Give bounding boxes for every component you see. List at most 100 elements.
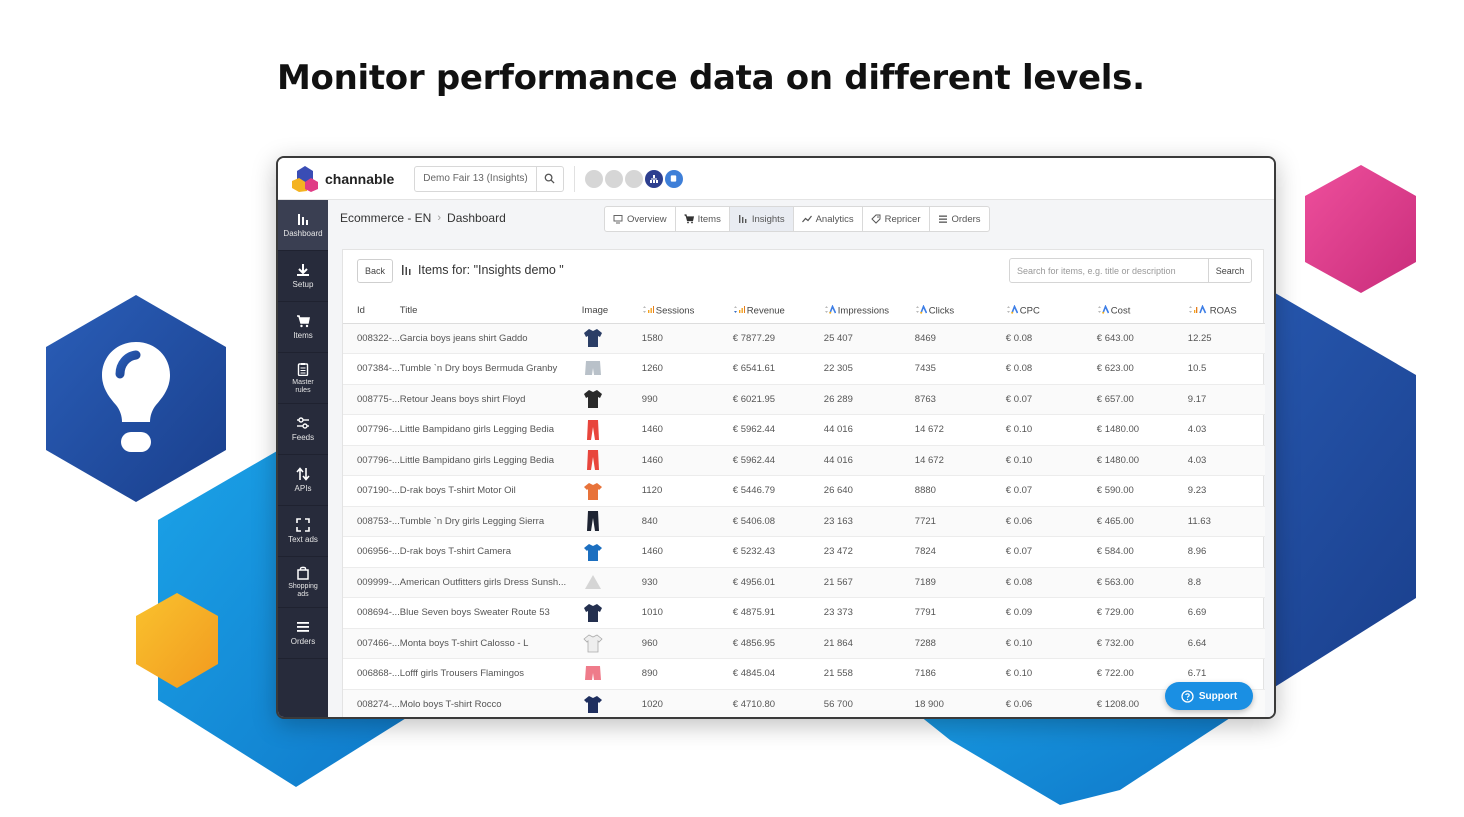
cell-image [581, 323, 642, 354]
cell-title[interactable]: Retour Jeans boys shirt Floyd [399, 384, 582, 415]
table-row[interactable]: 007190-... D-rak boys T-shirt Motor Oil 11… [343, 475, 1265, 507]
sidebar-item-orders[interactable]: Orders [278, 608, 328, 659]
breadcrumb-project[interactable]: Ecommerce - EN [340, 211, 432, 225]
cell-id[interactable]: 007796-... [343, 414, 400, 446]
sidebar-item-apis[interactable]: APIs [278, 455, 328, 506]
cell-id[interactable]: 008322-... [343, 323, 400, 354]
org-icon[interactable] [644, 169, 663, 188]
tshirt-thumbnail [583, 696, 602, 714]
cell-id[interactable]: 007384-... [343, 353, 400, 385]
cell-id[interactable]: 008694-... [343, 597, 400, 629]
cell-title[interactable]: Little Bampidano girls Legging Bedia [399, 445, 582, 476]
tab-repricer[interactable]: Repricer [863, 207, 930, 231]
cell-id[interactable]: 009999-... [343, 567, 400, 598]
breadcrumb-page: Dashboard [447, 211, 506, 225]
column-header-revenue[interactable]: Revenue [732, 299, 824, 324]
table-row[interactable]: 008694-... Blue Seven boys Sweater Route … [343, 597, 1265, 629]
cell-title[interactable]: Lofff girls Trousers Flamingos [399, 658, 582, 690]
cell-image [581, 353, 642, 385]
table-row[interactable]: 007796-... Little Bampidano girls Legging… [343, 445, 1265, 476]
column-header-title[interactable]: Title [399, 299, 582, 324]
sidebar-item-label: Items [293, 331, 313, 340]
cell-cpc: € 0.07 [1005, 384, 1097, 415]
tshirt-thumbnail [583, 482, 602, 500]
avatar[interactable] [604, 169, 623, 188]
shorts-thumbnail [584, 360, 601, 375]
table-row[interactable]: 007384-... Tumble `n Dry boys Bermuda Gra… [343, 353, 1265, 385]
column-header-cpc[interactable]: CPC [1005, 299, 1097, 324]
cell-title[interactable]: D-rak boys T-shirt Motor Oil [399, 475, 582, 507]
avatar[interactable] [624, 169, 643, 188]
table-row[interactable]: 007796-... Little Bampidano girls Legging… [343, 414, 1265, 446]
item-search-input[interactable]: Search for items, e.g. title or descript… [1009, 258, 1209, 283]
column-header-impressions[interactable]: Impressions [823, 299, 915, 324]
table-row[interactable]: 006956-... D-rak boys T-shirt Camera 1460 €… [343, 536, 1265, 568]
sidebar-item-setup[interactable]: Setup [278, 251, 328, 302]
cell-cost: € 729.00 [1096, 597, 1188, 629]
cell-image [581, 445, 642, 476]
column-header-id[interactable]: Id [343, 299, 400, 324]
cell-title[interactable]: Molo boys T-shirt Rocco [399, 689, 582, 717]
cell-roas: 8.8 [1187, 567, 1265, 598]
table-row[interactable]: 009999-... American Outfitters girls Dres… [343, 567, 1265, 598]
sidebar-item-items[interactable]: Items [278, 302, 328, 353]
book-icon[interactable] [664, 169, 683, 188]
cell-id[interactable]: 007190-... [343, 475, 400, 507]
cell-revenue: € 5446.79 [732, 475, 824, 507]
cell-title[interactable]: Little Bampidano girls Legging Bedia [399, 414, 582, 446]
table-row[interactable]: 008775-... Retour Jeans boys shirt Floyd 9… [343, 384, 1265, 415]
cell-impressions: 23 163 [823, 506, 915, 537]
table-row[interactable]: 006868-... Lofff girls Trousers Flamingos… [343, 658, 1265, 690]
sidebar-item-feeds[interactable]: Feeds [278, 404, 328, 455]
column-header-sessions[interactable]: Sessions [641, 299, 733, 324]
cell-impressions: 44 016 [823, 414, 915, 446]
avatar[interactable] [584, 169, 603, 188]
cell-id[interactable]: 006956-... [343, 536, 400, 568]
cell-revenue: € 6021.95 [732, 384, 824, 415]
back-button[interactable]: Back [357, 259, 393, 283]
column-header-clicks[interactable]: Clicks [914, 299, 1006, 324]
channable-logo[interactable]: channable [291, 165, 394, 193]
tab-overview[interactable]: Overview [605, 207, 676, 231]
cell-clicks: 7435 [914, 353, 1006, 385]
table-row[interactable]: 007466-... Monta boys T-shirt Calosso - L… [343, 628, 1265, 659]
cell-title[interactable]: D-rak boys T-shirt Camera [399, 536, 582, 568]
cell-title[interactable]: Garcia boys jeans shirt Gaddo [399, 323, 582, 354]
table-row[interactable]: 008753-... Tumble `n Dry girls Legging Si… [343, 506, 1265, 537]
tshirt-thumbnail [583, 634, 603, 653]
search-icon[interactable] [537, 167, 563, 191]
cell-cost: € 732.00 [1096, 628, 1188, 659]
cell-title[interactable]: American Outfitters girls Dress Sunsh... [399, 567, 582, 598]
cell-id[interactable]: 008775-... [343, 384, 400, 415]
sidebar-item-dashboard[interactable]: Dashboard [278, 200, 328, 251]
table-row[interactable]: 008274-... Molo boys T-shirt Rocco 1020 € 4… [343, 689, 1265, 717]
cell-id[interactable]: 007466-... [343, 628, 400, 659]
support-button[interactable]: Support [1165, 682, 1253, 710]
tab-analytics[interactable]: Analytics [794, 207, 863, 231]
search-button[interactable]: Search [1208, 258, 1252, 283]
list-icon [297, 622, 309, 632]
cell-id[interactable]: 008274-... [343, 689, 400, 717]
column-header-cost[interactable]: Cost [1096, 299, 1188, 324]
sidebar-item-text-ads[interactable]: Text ads [278, 506, 328, 557]
cell-id[interactable]: 008753-... [343, 506, 400, 537]
cell-image [581, 567, 642, 598]
project-name[interactable]: Demo Fair 13 (Insights) [415, 166, 537, 191]
cell-title[interactable]: Monta boys T-shirt Calosso - L [399, 628, 582, 659]
cell-id[interactable]: 007796-... [343, 445, 400, 476]
tab-insights[interactable]: Insights [729, 207, 794, 231]
tab-items[interactable]: Items [676, 207, 730, 231]
table-row[interactable]: 008322-... Garcia boys jeans shirt Gaddo 1… [343, 323, 1265, 354]
cell-title[interactable]: Tumble `n Dry girls Legging Sierra [399, 506, 582, 537]
tab-orders[interactable]: Orders [930, 207, 989, 231]
card-title: Items for: "Insights demo " [401, 263, 564, 277]
project-selector[interactable]: Demo Fair 13 (Insights) [414, 165, 564, 192]
column-header-roas[interactable]: ROAS [1187, 299, 1265, 324]
cell-title[interactable]: Tumble `n Dry boys Bermuda Granby [399, 353, 582, 385]
sidebar-item-master-rules[interactable]: Master rules [278, 353, 328, 404]
cell-title[interactable]: Blue Seven boys Sweater Route 53 [399, 597, 582, 629]
cell-revenue: € 5962.44 [732, 414, 824, 446]
sidebar-item-label: Shopping ads [288, 582, 318, 598]
cell-id[interactable]: 006868-... [343, 658, 400, 690]
sidebar-item-shopping-ads[interactable]: Shopping ads [278, 557, 328, 608]
